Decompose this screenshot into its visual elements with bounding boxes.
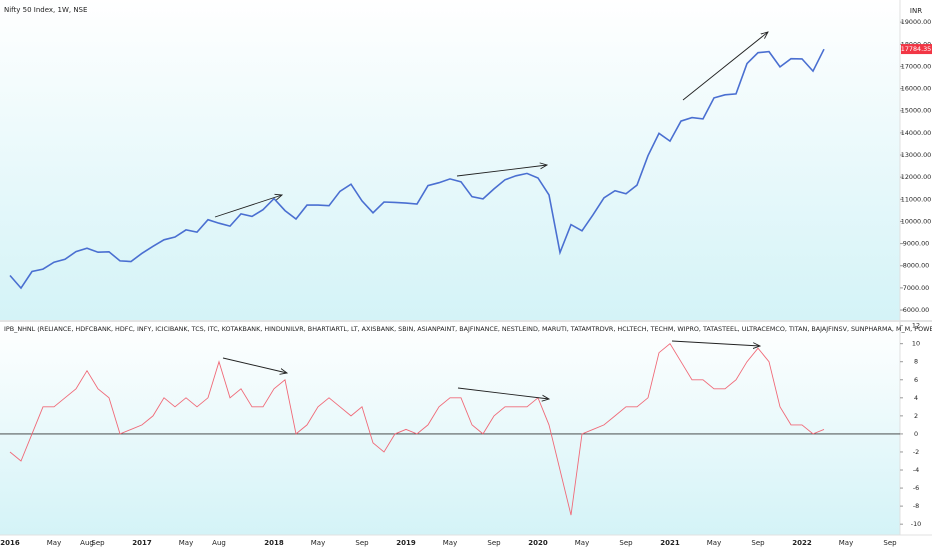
y-tick-label: 12000.00 [901,173,932,181]
x-tick-label: May [575,539,589,547]
y-tick-label: -10 [911,520,921,528]
x-tick-label: Aug [212,539,226,547]
x-tick-label: 2017 [132,539,152,547]
x-tick-label: Sep [355,539,369,547]
last-value-box [901,44,932,55]
y-tick-label: 6000.00 [903,306,929,314]
x-tick-label: Aug [80,539,94,547]
x-tick-label: May [707,539,721,547]
x-tick-label: Sep [883,539,897,547]
indicator-title: IPB_NHNL (RELIANCE, HDFCBANK, HDFC, INFY… [4,325,932,333]
y-tick-label: 19000.00 [901,18,932,26]
y-tick-label: 8 [914,358,918,366]
x-tick-label: Sep [619,539,633,547]
y-tick-label: 2 [914,412,918,420]
y-tick-label: -2 [913,448,919,456]
y-tick-label: 7000.00 [903,284,929,292]
y-tick-label: 14000.00 [901,129,932,137]
trend-arrow [214,195,282,218]
x-tick-label: 2021 [660,539,680,547]
price-pane [0,0,900,320]
y-tick-label: 4 [914,394,918,402]
series-line [9,343,825,516]
y-tick-label: 12 [912,322,920,330]
x-tick-label: 2020 [528,539,548,547]
trend-arrow [671,340,760,346]
x-tick-label: 2022 [792,539,812,547]
y-tick-label: -6 [913,484,919,492]
y-tick-label: -8 [913,502,919,510]
y-tick-label: 10 [912,340,920,348]
x-tick-label: May [311,539,325,547]
y-tick-label: 8000.00 [903,262,929,270]
trend-arrow [682,32,768,101]
chart-title: Nifty 50 Index, 1W, NSE [4,6,87,14]
currency-label: INR [910,7,922,15]
trend-arrow [456,165,547,177]
x-tick-label: 2016 [0,539,20,547]
trend-arrow [457,387,549,399]
y-tick-label: 13000.00 [901,151,932,159]
trend-arrow [222,357,287,373]
y-tick-label: 10000.00 [901,217,932,225]
y-tick-label: 0 [914,430,918,438]
series-line [9,48,825,290]
x-tick-label: May [179,539,193,547]
y-tick-label: 16000.00 [901,85,932,93]
y-tick-label: 17000.00 [901,62,932,70]
y-tick-label: 9000.00 [903,240,929,248]
y-tick-label: -4 [913,466,919,474]
last-value-label: 17784.35 [901,45,932,53]
x-tick-label: 2019 [396,539,416,547]
indicator-pane [0,322,900,535]
x-tick-label: May [47,539,61,547]
x-tick-label: Sep [751,539,765,547]
x-tick-label: 2018 [264,539,284,547]
x-tick-label: May [839,539,853,547]
y-tick-label: 15000.00 [901,107,932,115]
y-tick-label: 11000.00 [901,195,932,203]
y-tick-label: 6 [914,376,918,384]
x-tick-label: Sep [91,539,105,547]
x-tick-label: May [443,539,457,547]
x-tick-label: Sep [487,539,501,547]
